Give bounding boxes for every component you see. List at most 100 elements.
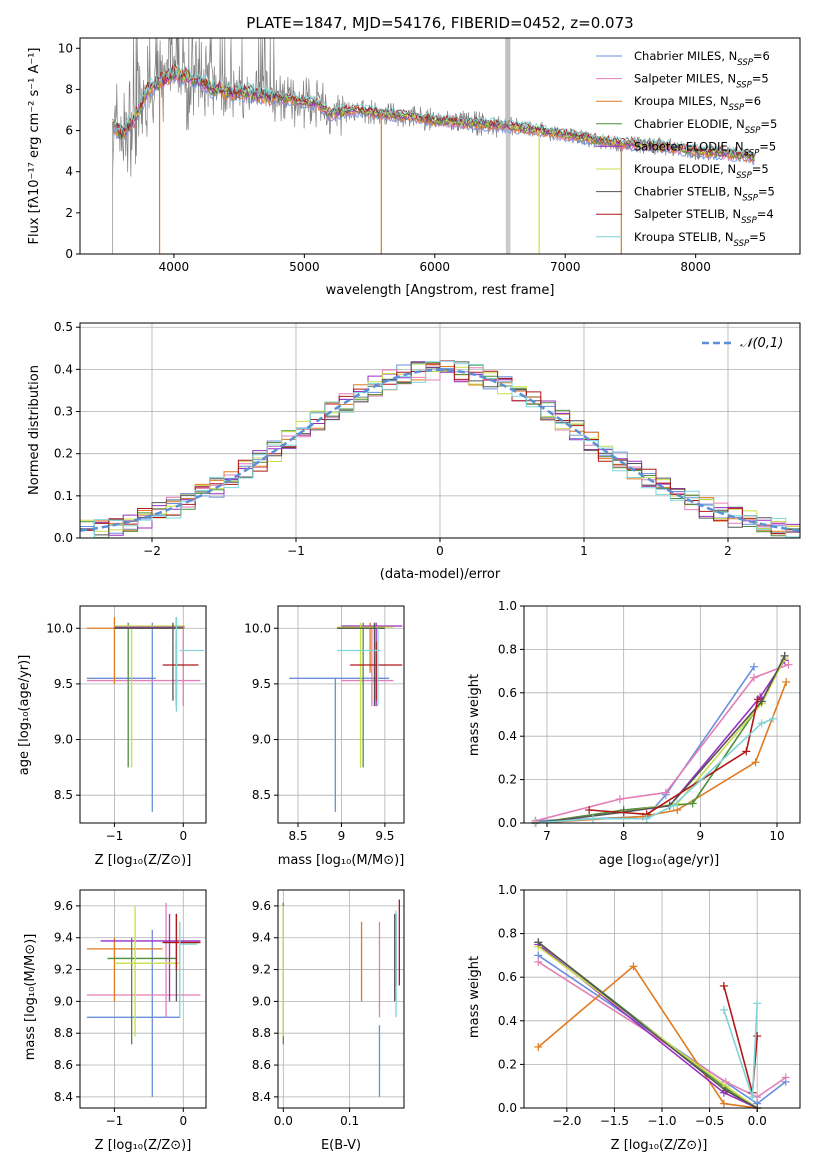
z-weight-xlabel: Z [log₁₀(Z/Z⊙)] (611, 1138, 708, 1153)
z-weight-ytick-label: 0.8 (498, 927, 517, 941)
z-age-plot-area: −1 0 8.5 9.0 9.5 10.0 (46, 605, 207, 843)
weight-series-line (589, 699, 759, 816)
spectrum-ytick-label: 4 (65, 165, 73, 179)
residuals-xtick-label: 1 (580, 544, 588, 558)
weight-series-line (535, 657, 786, 824)
model-spectrum-line (112, 64, 755, 157)
age-weight-ylabel: mass weight (467, 674, 482, 756)
z-mass-ytick-label: 9.0 (54, 994, 73, 1008)
z-mass-plot-area: −1 0 8.4 8.6 8.8 9.0 9.2 9.4 9.6 (54, 889, 207, 1128)
legend-label: Kroupa STELIB, NSSP=5 (634, 230, 766, 249)
residual-xlabel: (data-model)/error (380, 567, 501, 582)
ebv-mass-grid (278, 890, 404, 1108)
residual-histogram-step (80, 360, 800, 538)
z-weight-panel: −2.0 −1.5 −1.0 −0.5 0.0 0.0 0.2 0.4 0.6 0.8 1.0 Z … (467, 883, 801, 1153)
mass-age-plot-area: 8.5 9 9.5 8.5 9.0 9.5 10.0 (244, 605, 405, 843)
z-mass-xlabel: Z [log₁₀(Z/Z⊙)] (95, 1138, 192, 1153)
age-weight-ytick-label: 0.4 (498, 729, 517, 743)
z-weight-grid (524, 889, 800, 1109)
z-mass-ytick-label: 9.2 (54, 963, 73, 977)
residual-panel: −2 −1 0 1 2 0.0 0.1 0.2 0.3 0.4 0.5 (data-model)/e… (27, 320, 801, 582)
z-weight-ytick-label: 0.0 (498, 1101, 517, 1115)
mass-age-xtick-label: 9.5 (375, 829, 394, 843)
spectrum-xtick-label: 7000 (550, 260, 581, 274)
age-weight-grid (524, 605, 800, 824)
ebv-mass-panel: 0.0 0.1 8.4 8.6 8.8 9.0 9.2 9.4 9.6 E(B-V) (252, 889, 405, 1153)
z-age-ytick-label: 9.0 (54, 733, 73, 747)
legend-label: Chabrier STELIB, NSSP=5 (634, 185, 775, 204)
ebv-mass-ytick-label: 9.0 (252, 994, 271, 1008)
age-weight-ytick-label: 0.2 (498, 773, 517, 787)
mass-age-ytick-label: 9.5 (252, 677, 271, 691)
z-age-ytick-label: 9.5 (54, 677, 73, 691)
spectrum-ytick-label: 8 (65, 82, 73, 96)
model-spectrum-line (112, 71, 755, 163)
residuals-xtick-label: −2 (143, 544, 161, 558)
z-mass-grid (80, 890, 206, 1108)
weight-series-line (535, 718, 774, 824)
weight-series-line (535, 663, 789, 822)
ebv-mass-plot-area: 0.0 0.1 8.4 8.6 8.8 9.0 9.2 9.4 9.6 (252, 889, 405, 1128)
z-age-ytick-label: 8.5 (54, 788, 73, 802)
spectrum-legend: Chabrier MILES, NSSP=6 Salpeter MILES, NS… (596, 49, 777, 249)
residuals-ytick-label: 0.3 (54, 405, 73, 419)
residuals-ytick-label: 0.2 (54, 447, 73, 461)
spectrum-ytick-label: 0 (65, 247, 73, 261)
weight-series-line (537, 941, 758, 1109)
age-weight-xtick-label: 8 (620, 829, 628, 843)
residuals-xtick-label: 2 (724, 544, 732, 558)
z-weight-xtick-label: −0.5 (695, 1114, 724, 1128)
z-mass-ytick-label: 9.6 (54, 899, 73, 913)
residuals-ytick-label: 0.5 (54, 320, 73, 334)
mass-age-xtick-label: 8.5 (288, 829, 307, 843)
z-weight-ytick-label: 0.4 (498, 1014, 517, 1028)
spectrum-xtick-label: 4000 (159, 260, 190, 274)
spectrum-xtick-label: 6000 (420, 260, 451, 274)
residual-histograms (80, 360, 800, 538)
ebv-mass-ytick-label: 9.4 (252, 931, 271, 945)
legend-label: Chabrier MILES, NSSP=6 (634, 49, 770, 68)
mass-age-ytick-label: 9.0 (252, 733, 271, 747)
age-weight-ytick-label: 0.0 (498, 816, 517, 830)
age-weight-xtick-label: 10 (769, 829, 784, 843)
z-age-xtick-label: −1 (106, 829, 124, 843)
legend-label: Kroupa ELODIE, NSSP=5 (634, 162, 769, 181)
residual-legend: 𝒩(0,1) (702, 336, 783, 351)
residuals-grid (80, 323, 800, 539)
weight-series-line (535, 659, 786, 824)
ebv-mass-xtick-label: 0.1 (340, 1114, 359, 1128)
spectrum-plot-area: 4000 5000 6000 7000 8000 0 2 4 6 8 10 (58, 37, 801, 274)
model-spectrum-line (112, 63, 755, 158)
age-weight-ytick-label: 0.6 (498, 686, 517, 700)
z-age-ylabel: age [log₁₀(age/yr)] (17, 655, 32, 776)
residuals-ytick-label: 0.0 (54, 531, 73, 545)
mass-age-ytick-label: 10.0 (244, 621, 271, 635)
z-mass-ytick-label: 9.4 (54, 931, 73, 945)
z-weight-ytick-label: 1.0 (498, 883, 517, 897)
weight-series-line (535, 681, 787, 824)
legend-label: Salpeter STELIB, NSSP=4 (634, 207, 774, 226)
residuals-ytick-label: 0.1 (54, 489, 73, 503)
z-mass-ytick-label: 8.6 (54, 1058, 73, 1072)
weight-series-line (537, 961, 787, 1099)
residuals-ytick-label: 0.4 (54, 362, 73, 376)
ebv-mass-ytick-label: 9.6 (252, 899, 271, 913)
weight-series-line (535, 655, 786, 824)
gaussian-curve (80, 368, 800, 532)
z-weight-plot-area: −2.0 −1.5 −1.0 −0.5 0.0 0.0 0.2 0.4 0.6 0.8 1.0 (498, 883, 801, 1128)
ebv-mass-xtick-label: 0.0 (274, 1114, 293, 1128)
z-mass-frame (79, 889, 207, 1109)
z-weight-xtick-label: 0.0 (748, 1114, 767, 1128)
ebv-mass-ytick-label: 8.6 (252, 1058, 271, 1072)
spectrum-xtick-label: 8000 (680, 260, 711, 274)
z-mass-ytick-label: 8.4 (54, 1090, 73, 1104)
mass-age-ytick-label: 8.5 (252, 788, 271, 802)
weight-series-line (537, 965, 758, 1109)
masked-region (505, 38, 511, 254)
z-mass-ytick-label: 8.8 (54, 1026, 73, 1040)
age-weight-xtick-label: 9 (697, 829, 705, 843)
mass-age-xlabel: mass [log₁₀(M/M⊙)] (278, 853, 405, 868)
spectrum-xlabel: wavelength [Angstrom, rest frame] (326, 283, 555, 298)
z-age-ytick-label: 10.0 (46, 621, 73, 635)
weight-series-line (723, 985, 758, 1093)
